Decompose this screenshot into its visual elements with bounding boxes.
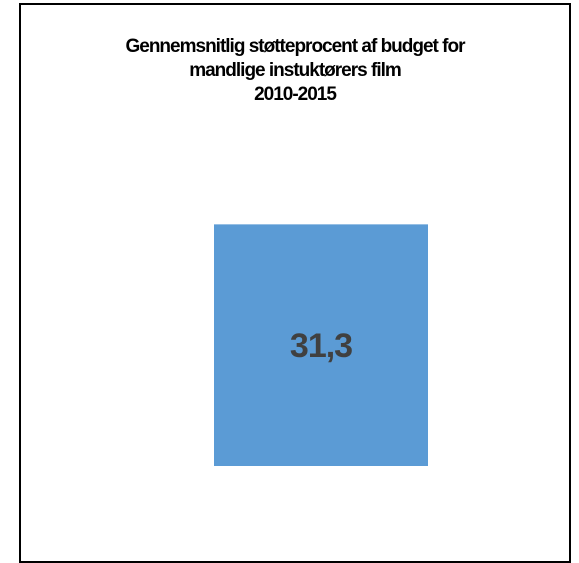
bar-0 <box>214 224 428 466</box>
chart-title-line-2: mandlige instuktørers film <box>189 60 402 81</box>
chart-title-line-1: Gennemsnitlig støtteprocent af budget fo… <box>125 36 465 57</box>
bar-data-label-0: 31,3 <box>290 327 352 365</box>
chart-title-line-3: 2010-2015 <box>254 84 337 105</box>
chart-title: Gennemsnitlig støtteprocent af budget fo… <box>21 35 569 107</box>
chart-plot: 31,3 <box>214 224 428 466</box>
chart-frame: Gennemsnitlig støtteprocent af budget fo… <box>19 3 571 563</box>
